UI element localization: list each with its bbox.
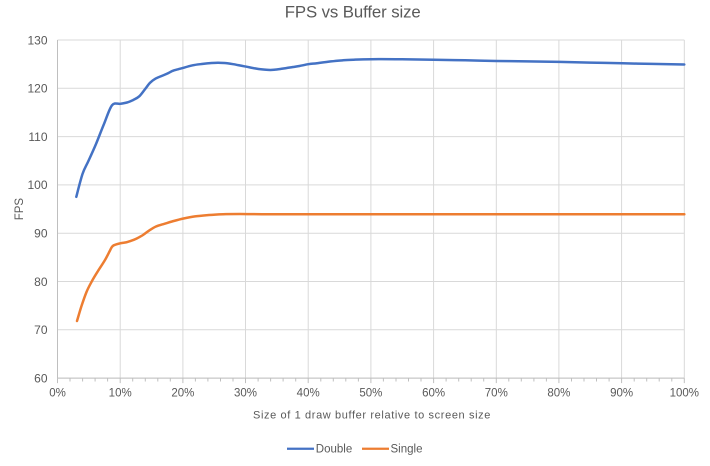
svg-text:70: 70	[34, 323, 48, 337]
svg-text:60%: 60%	[422, 388, 445, 400]
svg-text:40%: 40%	[297, 388, 320, 400]
svg-text:90%: 90%	[610, 388, 633, 400]
svg-text:Double: Double	[316, 443, 352, 455]
svg-text:70%: 70%	[485, 388, 508, 400]
svg-text:0%: 0%	[49, 388, 66, 400]
svg-text:80: 80	[34, 275, 48, 289]
svg-text:100%: 100%	[670, 388, 699, 400]
svg-text:120: 120	[27, 82, 47, 96]
svg-text:FPS vs Buffer size: FPS vs Buffer size	[285, 2, 421, 21]
svg-text:80%: 80%	[547, 388, 570, 400]
svg-text:60: 60	[34, 371, 48, 385]
svg-text:10%: 10%	[109, 388, 132, 400]
svg-text:130: 130	[27, 33, 47, 47]
svg-text:90: 90	[34, 227, 48, 241]
svg-text:FPS: FPS	[14, 198, 26, 221]
svg-text:110: 110	[28, 130, 47, 144]
svg-text:Size of 1 draw buffer relative: Size of 1 draw buffer relative to screen…	[253, 410, 491, 422]
svg-text:20%: 20%	[171, 388, 194, 400]
svg-text:100: 100	[27, 178, 47, 192]
svg-text:Single: Single	[391, 443, 423, 455]
svg-text:30%: 30%	[234, 388, 257, 400]
svg-text:50%: 50%	[359, 388, 382, 400]
